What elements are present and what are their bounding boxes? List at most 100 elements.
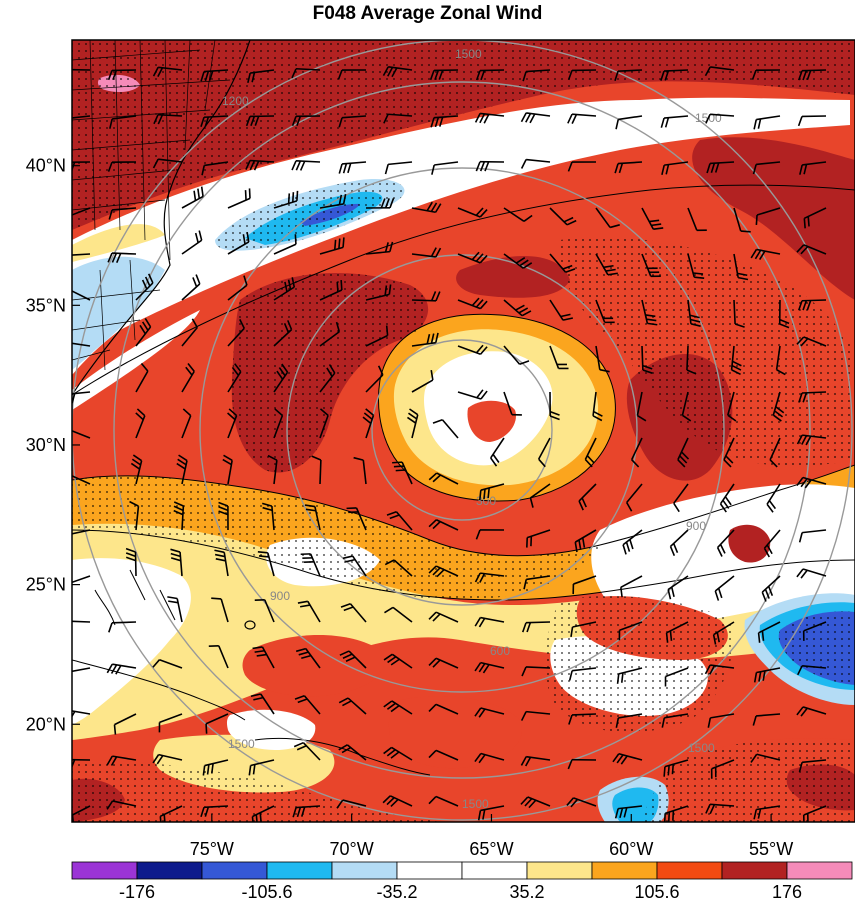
wind-barb xyxy=(704,66,735,77)
wind-barb xyxy=(523,575,551,590)
wind-barb xyxy=(457,207,488,218)
wind-barb xyxy=(135,408,146,439)
wind-barb xyxy=(319,408,329,439)
range-ring-label-1500: 1500 xyxy=(455,47,482,61)
wind-barb xyxy=(181,230,203,255)
wind-barb xyxy=(411,291,441,302)
wind-barb xyxy=(292,805,321,818)
range-ring-label-1500-se: 1500 xyxy=(688,741,715,755)
range-rings xyxy=(72,40,853,821)
stipple-bottom xyxy=(72,760,440,822)
wind-barb xyxy=(227,319,245,347)
wind-barb xyxy=(252,646,275,669)
coastline-bahamas xyxy=(94,569,176,626)
wind-barb xyxy=(752,161,781,175)
wind-barb xyxy=(763,529,781,558)
wind-barb xyxy=(584,437,597,468)
wind-barb xyxy=(566,797,597,808)
wind-barb xyxy=(428,795,459,807)
range-ring-1200 xyxy=(113,81,811,779)
wind-barb xyxy=(72,253,91,256)
wind-barb xyxy=(797,665,827,676)
wind-barb xyxy=(245,159,275,171)
wind-barb xyxy=(319,237,345,255)
wind-barb xyxy=(620,575,643,598)
field-white-east xyxy=(591,484,855,625)
wind-barb xyxy=(300,553,321,577)
wind-barb xyxy=(475,529,505,540)
wind-barb xyxy=(428,519,459,531)
wind-barb xyxy=(173,501,185,531)
wind-barb xyxy=(428,703,459,715)
wind-barb xyxy=(769,437,781,468)
wind-barb xyxy=(200,115,229,128)
colorbar-labels: -176 -105.6 -35.2 35.2 105.6 176 xyxy=(119,882,802,900)
wind-barb xyxy=(338,115,367,128)
wind-barbs xyxy=(72,66,827,822)
wind-barb xyxy=(615,713,643,728)
wind-barb xyxy=(106,800,137,810)
wind-barb xyxy=(761,575,781,602)
wind-barb xyxy=(273,320,293,347)
wind-barb xyxy=(595,299,615,324)
colorbar-segment xyxy=(71,861,138,880)
wind-barb xyxy=(474,616,505,628)
wind-barb xyxy=(474,112,505,124)
longitude-labels: 75°W 70°W 65°W 60°W 55°W xyxy=(190,814,793,859)
range-ring-900 xyxy=(199,167,725,693)
wind-barb xyxy=(273,408,284,439)
wind-barb xyxy=(520,755,551,767)
wind-barb xyxy=(72,575,91,592)
wind-barb xyxy=(626,483,643,512)
wind-barb xyxy=(712,621,735,645)
wind-barb xyxy=(796,476,827,489)
wind-barb xyxy=(338,697,367,715)
wind-barb xyxy=(750,753,781,763)
wind-barb xyxy=(618,621,643,641)
wind-barb xyxy=(475,69,505,81)
wind-barb xyxy=(365,365,384,393)
wind-barb xyxy=(106,663,137,675)
wind-barb xyxy=(687,253,705,279)
wind-barb xyxy=(707,713,735,728)
wind-barb xyxy=(570,621,597,637)
wind-barb xyxy=(291,67,321,79)
island-bermuda xyxy=(244,620,256,630)
wind-barb xyxy=(615,115,643,130)
wind-barb xyxy=(250,693,275,715)
wind-barb xyxy=(549,345,569,370)
wind-barb xyxy=(567,69,597,81)
wind-barb xyxy=(158,713,183,733)
wind-barb xyxy=(568,713,597,725)
colorbar-segment xyxy=(526,861,593,880)
coastline-cuba xyxy=(72,659,246,721)
field-white-band xyxy=(72,97,850,376)
wind-barb xyxy=(297,600,321,623)
wind-barb xyxy=(660,115,689,128)
field-white-southwest xyxy=(72,558,191,725)
wind-barb xyxy=(733,299,745,328)
wind-barb xyxy=(200,805,229,818)
wind-barb xyxy=(526,529,551,548)
wind-barb xyxy=(730,345,742,376)
wind-barb xyxy=(386,511,413,531)
wind-barb xyxy=(686,345,697,375)
field-darkred-east-small xyxy=(728,524,771,563)
wind-barb xyxy=(319,364,336,393)
colorbar-tick-label: 35.2 xyxy=(509,882,544,900)
wind-barb xyxy=(291,115,321,127)
wind-barb xyxy=(383,746,413,761)
wind-barb xyxy=(796,244,827,255)
wind-barb xyxy=(248,759,275,776)
wind-barb xyxy=(428,657,459,669)
wind-barb xyxy=(798,759,827,773)
wind-barb xyxy=(384,606,413,623)
wind-barb xyxy=(755,207,781,226)
wind-barb xyxy=(362,408,375,439)
wind-barb xyxy=(796,434,827,446)
wind-barb xyxy=(474,752,505,764)
wind-barb xyxy=(432,419,459,439)
field-white-south-edge xyxy=(226,709,316,750)
wind-barb xyxy=(797,69,827,81)
wind-barb xyxy=(338,744,367,761)
